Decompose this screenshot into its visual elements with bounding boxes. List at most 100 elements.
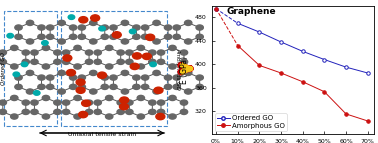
Circle shape: [180, 59, 187, 64]
Circle shape: [58, 39, 65, 44]
Circle shape: [74, 45, 81, 50]
Circle shape: [70, 75, 77, 80]
Circle shape: [117, 50, 124, 55]
Circle shape: [38, 84, 45, 90]
Circle shape: [22, 50, 29, 55]
Circle shape: [70, 84, 77, 90]
Circle shape: [125, 59, 133, 64]
Circle shape: [54, 109, 61, 114]
Circle shape: [0, 59, 6, 64]
Circle shape: [137, 95, 144, 101]
Circle shape: [153, 20, 160, 25]
Circle shape: [105, 95, 113, 101]
Circle shape: [90, 20, 97, 25]
Circle shape: [22, 109, 29, 114]
Circle shape: [76, 87, 85, 93]
Circle shape: [62, 50, 70, 55]
Circle shape: [21, 62, 28, 67]
Circle shape: [42, 95, 50, 101]
Circle shape: [11, 114, 18, 119]
Circle shape: [117, 59, 124, 64]
Circle shape: [153, 70, 160, 76]
Circle shape: [117, 109, 124, 114]
Circle shape: [101, 75, 108, 80]
Circle shape: [129, 29, 136, 34]
Circle shape: [13, 72, 20, 77]
Circle shape: [11, 45, 18, 50]
Circle shape: [173, 34, 180, 39]
Circle shape: [58, 70, 65, 76]
Circle shape: [119, 103, 129, 110]
Circle shape: [112, 32, 121, 38]
Circle shape: [54, 50, 61, 55]
Circle shape: [157, 109, 165, 114]
Circle shape: [54, 100, 61, 105]
Circle shape: [11, 95, 18, 101]
Circle shape: [150, 62, 156, 67]
Circle shape: [121, 20, 129, 25]
Circle shape: [58, 20, 65, 25]
Circle shape: [38, 25, 45, 30]
Circle shape: [42, 41, 48, 45]
Circle shape: [7, 33, 14, 38]
Circle shape: [31, 59, 38, 64]
Circle shape: [173, 25, 180, 30]
Circle shape: [94, 50, 101, 55]
Circle shape: [74, 64, 81, 69]
Circle shape: [156, 113, 165, 120]
Circle shape: [99, 26, 105, 31]
Circle shape: [173, 84, 180, 90]
Circle shape: [121, 89, 129, 94]
Circle shape: [149, 109, 156, 114]
Circle shape: [153, 89, 160, 94]
Circle shape: [133, 25, 140, 30]
Circle shape: [110, 84, 117, 90]
Circle shape: [196, 25, 203, 30]
Circle shape: [78, 84, 85, 90]
Circle shape: [141, 75, 149, 80]
Circle shape: [63, 55, 72, 61]
Circle shape: [15, 25, 22, 30]
Circle shape: [120, 97, 129, 103]
Circle shape: [137, 114, 144, 119]
Circle shape: [91, 15, 100, 21]
Circle shape: [157, 50, 165, 55]
Circle shape: [58, 89, 65, 94]
Circle shape: [85, 59, 93, 64]
Circle shape: [137, 64, 144, 69]
Circle shape: [180, 109, 187, 114]
Circle shape: [15, 84, 22, 90]
Circle shape: [15, 34, 22, 39]
Circle shape: [68, 15, 75, 19]
Circle shape: [154, 87, 163, 94]
Circle shape: [149, 100, 156, 105]
Text: Graphene: Graphene: [227, 7, 276, 16]
Circle shape: [85, 109, 93, 114]
Circle shape: [110, 34, 117, 39]
Circle shape: [173, 75, 180, 80]
Circle shape: [141, 25, 149, 30]
Circle shape: [117, 100, 124, 105]
Circle shape: [137, 45, 144, 50]
Circle shape: [101, 25, 108, 30]
Circle shape: [94, 109, 101, 114]
Circle shape: [0, 100, 6, 105]
Circle shape: [31, 50, 38, 55]
Circle shape: [184, 89, 192, 94]
Circle shape: [78, 25, 85, 30]
Circle shape: [125, 50, 133, 55]
Circle shape: [105, 114, 113, 119]
Circle shape: [67, 69, 76, 76]
Circle shape: [38, 75, 45, 80]
Circle shape: [62, 109, 70, 114]
Circle shape: [90, 39, 97, 44]
Circle shape: [82, 100, 91, 106]
FancyArrowPatch shape: [181, 65, 190, 72]
Circle shape: [79, 17, 88, 23]
Circle shape: [169, 45, 176, 50]
Circle shape: [90, 70, 97, 76]
Circle shape: [143, 53, 151, 59]
Circle shape: [98, 72, 107, 78]
Circle shape: [101, 34, 108, 39]
Circle shape: [130, 63, 139, 69]
